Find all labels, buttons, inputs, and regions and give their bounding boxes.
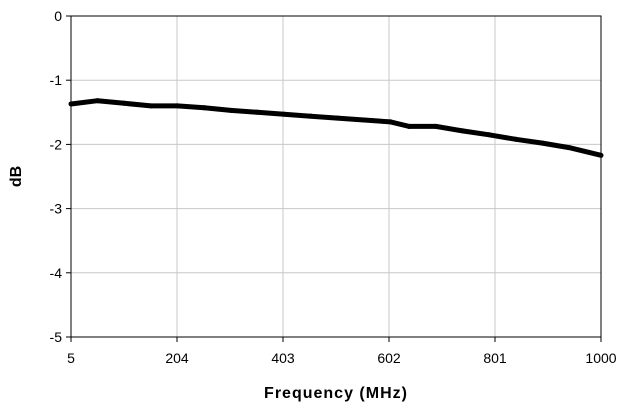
data-point xyxy=(513,136,519,142)
data-point xyxy=(406,123,412,129)
y-tick-label: -5 xyxy=(50,329,63,345)
data-point xyxy=(68,101,74,107)
data-point xyxy=(539,140,545,146)
y-tick-label: -2 xyxy=(50,136,63,152)
y-axis-title: dB xyxy=(8,166,25,187)
x-tick-label: 5 xyxy=(67,350,75,366)
data-point xyxy=(228,107,234,113)
data-point xyxy=(95,98,101,104)
data-point xyxy=(281,111,287,117)
data-point xyxy=(388,119,394,125)
series-line xyxy=(70,98,602,158)
x-tick-label: 801 xyxy=(483,350,507,366)
y-tick-label: -4 xyxy=(50,265,63,281)
x-axis-title: Frequency (MHz) xyxy=(264,385,408,402)
data-point xyxy=(201,105,207,111)
x-tick-label: 1000 xyxy=(585,350,616,366)
y-axis-ticks: 0 -1 -2 -3 -4 -5 xyxy=(50,8,71,345)
x-tick-label: 602 xyxy=(377,350,401,366)
plot-area-frame xyxy=(70,15,602,338)
x-axis-ticks: 5 204 403 602 801 1000 xyxy=(67,337,617,366)
y-tick-label: 0 xyxy=(54,8,62,24)
data-point xyxy=(148,103,154,109)
x-tick-label: 403 xyxy=(271,350,295,366)
data-point xyxy=(175,103,181,109)
data-point xyxy=(308,113,314,119)
data-point xyxy=(460,128,466,134)
data-point xyxy=(486,132,492,138)
series-group xyxy=(68,98,604,158)
grid-lines xyxy=(70,15,602,338)
data-point xyxy=(254,109,260,115)
y-tick-label: -1 xyxy=(50,72,63,88)
data-point xyxy=(433,123,439,129)
x-tick-label: 204 xyxy=(165,350,189,366)
data-point xyxy=(361,117,367,123)
data-point xyxy=(121,100,127,106)
data-point xyxy=(566,145,572,151)
y-tick-label: -3 xyxy=(50,201,63,217)
data-point xyxy=(334,115,340,121)
data-point xyxy=(598,152,604,158)
